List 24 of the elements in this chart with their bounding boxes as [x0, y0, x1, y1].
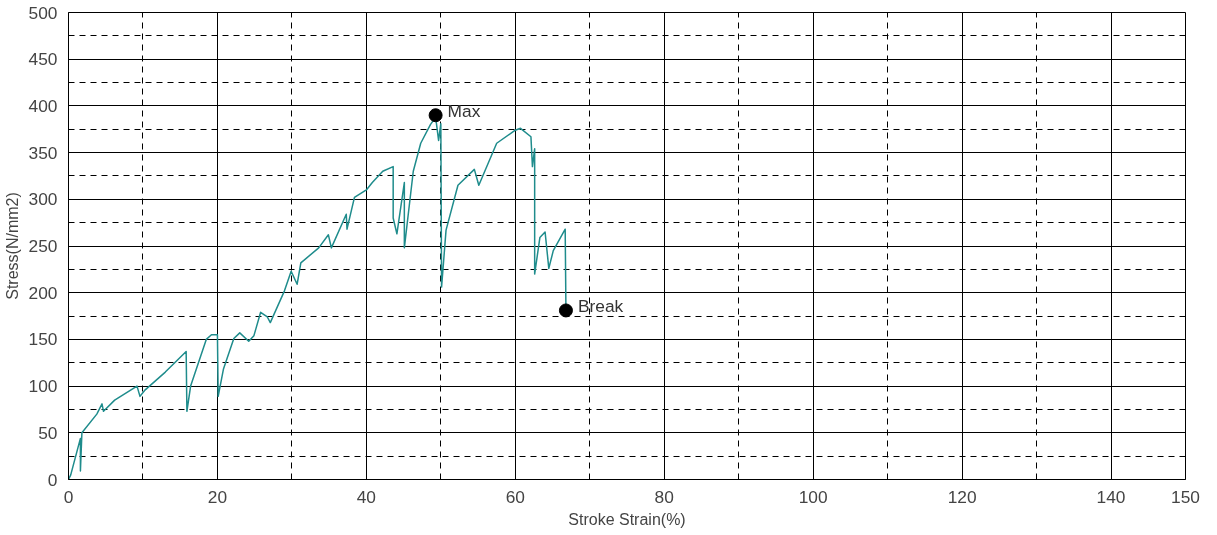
x-tick-label: 100 — [798, 486, 828, 507]
x-tick-label: 120 — [947, 486, 977, 507]
x-tick-label: 20 — [207, 486, 228, 507]
x-tick-label: 140 — [1096, 486, 1126, 507]
x-tick-label: 80 — [654, 486, 674, 507]
y-tick-label: 450 — [28, 49, 58, 70]
y-tick-label: 300 — [28, 189, 58, 210]
annotation: Break — [577, 296, 624, 317]
x-tick-label: 0 — [63, 486, 74, 507]
x-tick-label: 40 — [356, 486, 377, 507]
y-tick-label: 200 — [28, 282, 58, 303]
x-axis-title: Stroke Strain(%) — [568, 510, 686, 528]
y-tick-label: 400 — [28, 95, 58, 116]
y-tick-label: 100 — [28, 376, 58, 397]
y-tick-label: 150 — [28, 329, 58, 350]
x-tick-label: 150 — [1171, 486, 1200, 507]
annotation: Max — [447, 101, 481, 122]
y-tick-label: 250 — [28, 236, 58, 256]
y-tick-label: 350 — [28, 142, 58, 163]
y-tick-label: 0 — [47, 469, 58, 490]
y-axis-title: Stress(N/mm2) — [3, 192, 21, 300]
y-tick-label: 50 — [38, 422, 58, 443]
y-tick-label: 500 — [28, 2, 58, 23]
x-tick-label: 60 — [505, 486, 525, 507]
